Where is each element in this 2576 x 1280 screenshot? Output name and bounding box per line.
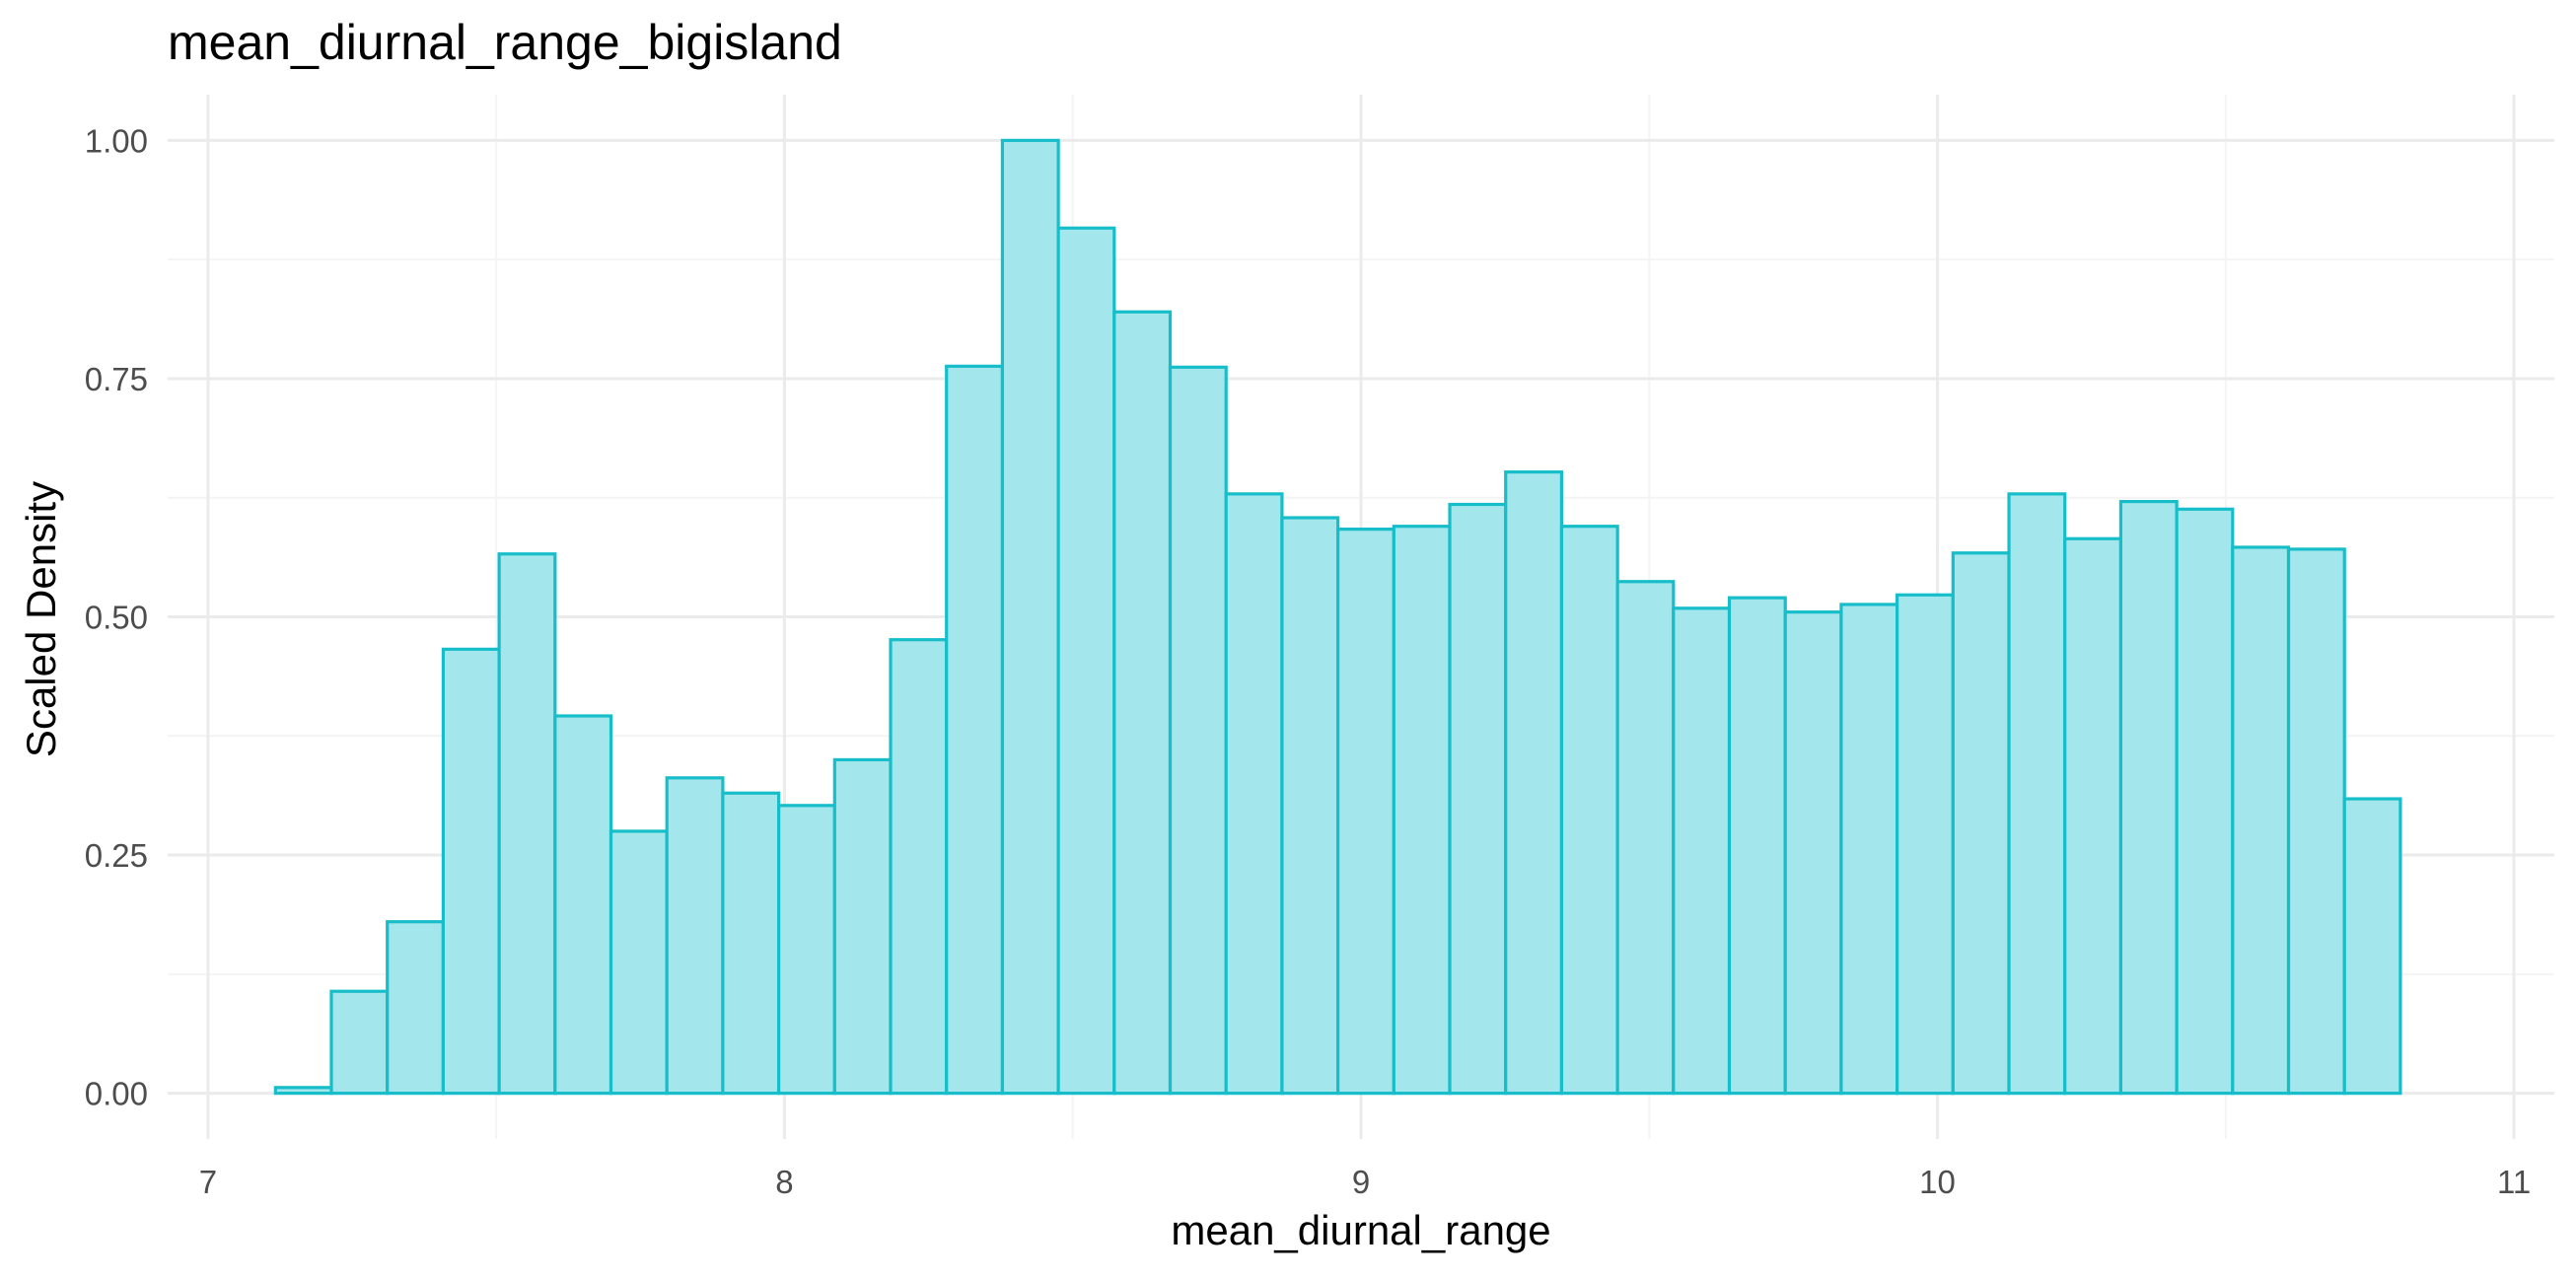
histogram-bar — [553, 714, 613, 1096]
x-tick-label: 8 — [775, 1164, 793, 1200]
x-tick-label: 9 — [1352, 1164, 1370, 1200]
y-tick-label: 0.00 — [85, 1076, 148, 1112]
histogram-bar — [1056, 226, 1116, 1096]
histogram-bar — [1112, 310, 1173, 1096]
histogram-bar — [945, 364, 1005, 1096]
histogram-bar — [665, 776, 725, 1096]
histogram-bar — [2342, 797, 2402, 1096]
histogram-bar — [2175, 507, 2235, 1096]
histogram-bar — [721, 791, 781, 1096]
histogram-bar — [1168, 365, 1228, 1096]
histogram-bar — [1559, 525, 1619, 1096]
y-axis-title: Scaled Density — [18, 481, 64, 757]
histogram-bar — [1727, 596, 1787, 1096]
chart-title: mean_diurnal_range_bigisland — [168, 15, 842, 70]
histogram-bar — [329, 989, 390, 1096]
x-tick-label: 10 — [1919, 1164, 1956, 1200]
y-tick-label: 1.00 — [85, 122, 148, 159]
x-axis-title: mean_diurnal_range — [1171, 1207, 1550, 1253]
histogram-bar — [2007, 492, 2067, 1096]
y-tick-label: 0.75 — [85, 361, 148, 397]
histogram-bar — [2118, 499, 2179, 1096]
histogram-bar — [1224, 492, 1284, 1096]
histogram-bar — [1336, 528, 1395, 1096]
histogram-bar — [608, 829, 669, 1096]
histogram-bar — [2063, 536, 2123, 1096]
histogram-bar — [1615, 580, 1676, 1096]
histogram-bar — [1504, 470, 1564, 1096]
y-tick-label: 0.25 — [85, 837, 148, 874]
histogram-bar — [497, 552, 557, 1096]
histogram-bar — [1392, 525, 1452, 1096]
histogram-bar — [889, 638, 949, 1096]
x-tick-label: 7 — [199, 1164, 217, 1200]
histogram-bar — [1448, 502, 1508, 1096]
histogram-bar — [273, 1086, 333, 1096]
histogram-bar — [2231, 545, 2291, 1096]
y-tick-label: 0.50 — [85, 600, 148, 636]
histogram-bar — [386, 920, 446, 1096]
histogram-bar — [1672, 606, 1732, 1096]
histogram-bar — [1000, 138, 1060, 1096]
histogram-bar — [1896, 593, 1955, 1096]
histogram-bar — [2286, 547, 2346, 1096]
x-tick-label: 11 — [2497, 1164, 2531, 1200]
tick-labels: 7 8 9 10 11 0.00 0.25 0.50 0.75 1.00 — [85, 122, 2531, 1200]
histogram-bar — [777, 804, 836, 1096]
histogram-bar — [832, 757, 893, 1096]
histogram-bar — [1951, 551, 2011, 1096]
histogram-bar — [1839, 603, 1899, 1096]
histogram-bars — [273, 138, 2402, 1096]
histogram-bar — [1783, 610, 1843, 1096]
histogram-bar — [441, 647, 501, 1096]
histogram-bar — [1280, 516, 1340, 1096]
